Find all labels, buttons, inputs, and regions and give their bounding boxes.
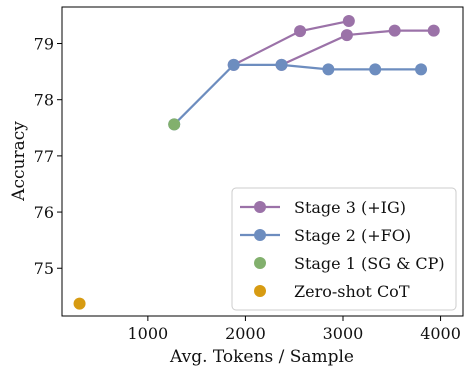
data-point	[388, 24, 401, 37]
data-point	[168, 118, 181, 131]
series-3	[168, 118, 181, 131]
y-tick-label: 77	[34, 147, 54, 166]
legend-entry: Stage 1 (SG & CP)	[254, 254, 445, 273]
legend-label: Stage 1 (SG & CP)	[294, 254, 445, 273]
legend-marker	[254, 257, 266, 269]
legend-marker	[254, 285, 266, 297]
legend-label: Stage 2 (+FO)	[294, 226, 411, 245]
series-0	[227, 15, 355, 71]
legend-box	[231, 187, 457, 311]
data-point	[275, 58, 288, 71]
data-point	[294, 25, 307, 38]
x-tick-label: 1000	[127, 324, 168, 343]
legend: Stage 3 (+IG) Stage 2 (+FO) Stage 1 (SG & …	[231, 187, 457, 311]
x-tick-label: 2000	[225, 324, 266, 343]
y-tick-label: 78	[34, 91, 54, 110]
x-axis-label: Avg. Tokens / Sample	[169, 347, 354, 367]
x-tick-label: 4000	[420, 324, 461, 343]
series-layer	[73, 15, 440, 310]
data-point	[369, 63, 382, 76]
y-tick-label: 79	[34, 35, 54, 54]
data-point	[415, 63, 428, 76]
y-tick-label: 76	[34, 203, 54, 222]
series-2	[168, 58, 428, 131]
data-point	[322, 63, 335, 76]
y-tick-label: 75	[34, 259, 54, 278]
series-4	[73, 297, 86, 310]
ticks-layer: 1000 2000 3000 4000 75 76 77 78 79	[34, 35, 461, 343]
legend-marker	[254, 229, 266, 241]
data-point	[342, 15, 355, 28]
legend-entry: Zero-shot CoT	[254, 282, 410, 301]
legend-marker	[254, 201, 266, 213]
series-line	[281, 29, 434, 66]
y-axis-label: Accuracy	[9, 121, 29, 202]
data-point	[227, 58, 240, 71]
x-tick-label: 3000	[323, 324, 364, 343]
data-point	[340, 29, 353, 42]
legend-label: Stage 3 (+IG)	[294, 198, 406, 217]
data-point	[73, 297, 86, 310]
plot-frame	[61, 6, 464, 317]
legend-entry: Stage 2 (+FO)	[240, 226, 411, 245]
legend-entry: Stage 3 (+IG)	[240, 198, 406, 217]
series-line	[173, 63, 422, 126]
data-point	[427, 24, 440, 37]
legend-label: Zero-shot CoT	[294, 282, 410, 301]
